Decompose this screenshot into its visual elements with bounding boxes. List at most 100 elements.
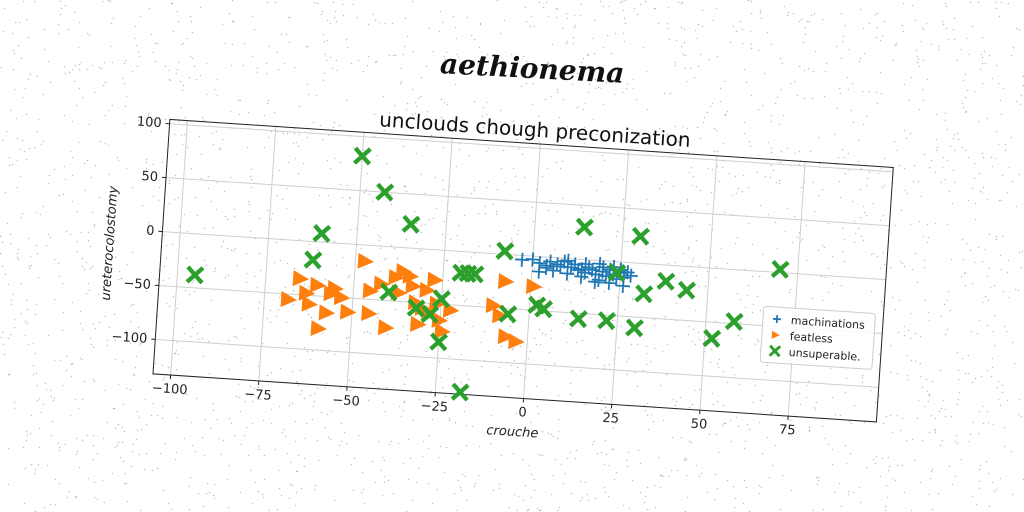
data-point [623, 268, 638, 283]
data-point [377, 319, 395, 336]
data-point [571, 262, 586, 278]
data-point [575, 217, 594, 237]
axis-ticks: −100 −75 −50 −25 0 25 50 75 −100 −50 0 50 100 [111, 115, 796, 439]
data-point [495, 241, 515, 261]
data-point [303, 250, 323, 270]
data-point [292, 270, 310, 287]
x-grid-line [346, 132, 365, 387]
y-tick-label: 50 [141, 169, 159, 185]
data-point [591, 272, 606, 288]
x-tick-label: −50 [332, 393, 360, 410]
data-point [419, 281, 436, 298]
y-tick-label: 100 [136, 115, 162, 132]
data-point [634, 284, 654, 304]
legend-entry: unsuperable. [788, 346, 861, 364]
data-point [379, 282, 399, 302]
data-point [432, 289, 451, 309]
data-marks [185, 146, 790, 402]
data-point [310, 320, 328, 337]
chart-title: unclouds chough preconization [379, 107, 692, 152]
data-point [550, 257, 565, 272]
x-tick-label: −100 [151, 381, 188, 398]
data-point [656, 271, 676, 291]
x-grid-line [170, 120, 189, 376]
data-point [561, 253, 576, 268]
data-point [508, 333, 525, 350]
data-point [352, 146, 372, 166]
data-point [405, 277, 422, 294]
data-point [557, 254, 572, 269]
data-point [420, 304, 440, 324]
data-point [318, 304, 336, 321]
x-grid-line [699, 155, 718, 411]
data-point [362, 282, 380, 299]
y-tick-label: 0 [146, 224, 155, 240]
data-point [492, 307, 509, 324]
data-point [185, 265, 205, 285]
legend-marker [768, 344, 782, 358]
legend-box [759, 305, 876, 370]
data-point [498, 304, 518, 324]
data-point [465, 264, 485, 284]
y-grid-line [158, 284, 883, 335]
x-tick-label: 75 [778, 423, 796, 439]
data-point [564, 260, 579, 275]
y-grid-line [165, 177, 890, 227]
data-point [434, 322, 451, 339]
data-point [607, 263, 627, 283]
data-point [560, 266, 575, 281]
y-tick-label: −50 [123, 276, 151, 293]
data-point [574, 262, 589, 277]
data-point [357, 252, 375, 269]
x-grid-line [258, 126, 277, 381]
grid-lines [155, 120, 894, 417]
data-point [581, 260, 596, 275]
x-axis-label: crouche [486, 423, 539, 441]
data-point [631, 226, 651, 246]
axes-frame [152, 118, 894, 423]
data-point [515, 252, 530, 267]
y-tick-label: −100 [111, 329, 148, 346]
data-point [375, 182, 395, 202]
data-point [427, 271, 444, 288]
data-point [525, 252, 540, 267]
data-point [429, 332, 449, 352]
data-point [625, 318, 644, 338]
legend-marker [772, 315, 782, 324]
legend-entry: machinations [790, 314, 865, 332]
x-grid-line [787, 161, 806, 417]
data-point [485, 297, 503, 314]
x-grid-line [434, 138, 453, 393]
data-point [525, 278, 543, 295]
data-point [597, 311, 617, 331]
x-tick-label: 50 [690, 417, 708, 433]
legend-marker [771, 330, 780, 339]
data-point [587, 274, 603, 290]
data-point [327, 280, 344, 297]
x-tick-label: −25 [420, 399, 448, 416]
y-axis-label: ureterocolostomy [99, 185, 122, 301]
data-point [724, 312, 744, 331]
data-point [770, 259, 790, 279]
data-point [539, 258, 554, 273]
x-grid-line [522, 144, 541, 399]
data-point [373, 275, 391, 292]
data-point [450, 382, 470, 402]
data-point [568, 309, 588, 329]
data-point [620, 265, 635, 280]
x-tick-label: 0 [518, 405, 527, 421]
legend-entry: featless [789, 330, 833, 346]
x-tick-label: −75 [244, 387, 272, 404]
series-unsuperable [185, 146, 790, 402]
data-point [702, 329, 722, 348]
data-point [280, 291, 298, 307]
data-point [497, 272, 515, 289]
data-point [312, 224, 332, 243]
data-point [677, 280, 697, 300]
data-point [301, 295, 318, 312]
data-point [401, 214, 421, 234]
series-featless [280, 252, 543, 350]
data-point [616, 278, 631, 294]
